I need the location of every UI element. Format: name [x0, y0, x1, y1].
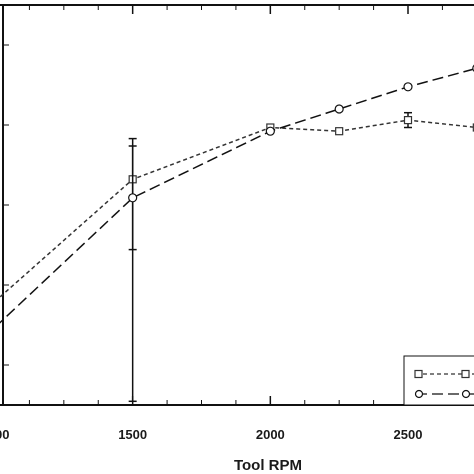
- legend-marker-circle: [461, 389, 471, 399]
- plot-frame: [0, 4, 474, 406]
- x-tick-label: 1500: [118, 427, 147, 442]
- series-2: [0, 64, 474, 324]
- series-1: [0, 111, 474, 403]
- x-tick-label: 2500: [394, 427, 423, 442]
- x-tick-label: 1000: [0, 427, 9, 442]
- legend-marker-circle: [414, 389, 424, 399]
- legend-marker-square: [461, 369, 470, 379]
- data-point-square: [403, 115, 413, 125]
- series-2-line: [0, 68, 474, 324]
- data-point-circle: [334, 104, 344, 114]
- data-point-circle: [128, 193, 138, 203]
- series-layer: [0, 64, 474, 403]
- legend-box: [403, 355, 474, 406]
- x-axis-title: Tool RPM: [234, 457, 302, 474]
- x-axis-ticks: 1000 1500 2000 2500: [0, 5, 443, 442]
- data-point-square: [335, 127, 344, 136]
- legend-marker-square: [414, 369, 423, 379]
- series-1-line: [0, 119, 474, 298]
- x-tick-label: 2000: [256, 427, 285, 442]
- data-point-circle: [265, 126, 275, 136]
- legend: [403, 355, 474, 406]
- data-point-circle: [403, 82, 413, 92]
